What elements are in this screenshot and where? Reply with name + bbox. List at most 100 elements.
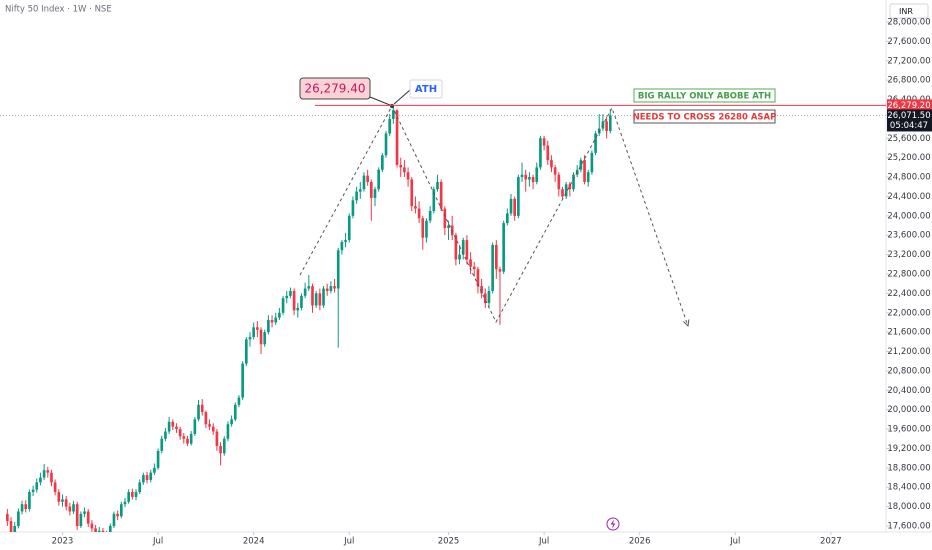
candle-body [388, 118, 392, 134]
candle-body [314, 293, 318, 306]
x-tick-label: Jul [538, 537, 549, 547]
candle-body [333, 286, 336, 289]
candle-body [244, 339, 248, 364]
candle-body [428, 210, 432, 221]
candle-body [506, 213, 509, 224]
chart-title: Nifty 50 Index · 1W · NSE [5, 5, 112, 15]
candle-body [248, 336, 252, 340]
candle-body [373, 189, 377, 198]
candle-body [256, 327, 259, 330]
candle-body [553, 167, 557, 175]
y-tick-label: 21,200.00 [887, 347, 930, 357]
candle-body [564, 184, 568, 197]
candle-body [528, 177, 531, 180]
candle-body [296, 307, 300, 311]
candle-body [123, 501, 127, 505]
candle-body [68, 506, 72, 512]
candle-body [149, 472, 153, 480]
candle-body [465, 240, 469, 260]
last-price-badge [887, 109, 932, 132]
candle-body [270, 320, 274, 323]
currency[interactable]: INR [899, 7, 913, 16]
candle-body [351, 200, 355, 216]
candle-body [447, 225, 450, 228]
candle-body [138, 482, 142, 493]
candle-body [263, 332, 267, 345]
last-price-label: 26,071.50 [887, 111, 930, 121]
y-tick-label: 18,800.00 [887, 463, 930, 473]
y-tick-label: 17,600.00 [887, 521, 930, 531]
candle-body [219, 446, 222, 454]
candle-body [358, 189, 362, 192]
candle-body [211, 426, 215, 432]
candle-body [9, 521, 13, 532]
candle-body [469, 259, 472, 267]
candle-body [281, 298, 285, 313]
candle-body [292, 290, 296, 311]
candle-body [241, 363, 244, 398]
candle-body [322, 288, 325, 306]
y-tick-label: 20,000.00 [887, 405, 930, 415]
candle-body [153, 467, 156, 473]
candle-body [204, 412, 208, 425]
candle-body [31, 489, 35, 493]
candle-body [436, 181, 439, 190]
currency-box[interactable] [889, 3, 929, 19]
candle-body [439, 181, 443, 209]
candle-body [520, 174, 524, 178]
note-box [633, 88, 776, 103]
candle-body [222, 438, 226, 454]
candle-body [392, 110, 395, 119]
candle-body [46, 470, 50, 473]
candle-body [101, 530, 105, 532]
candle-body [61, 499, 64, 502]
candle-body [278, 312, 281, 318]
x-tick-label: 2025 [438, 537, 460, 547]
y-tick-label: 20,400.00 [887, 386, 930, 396]
candle-body [476, 269, 480, 287]
candle-body [215, 431, 219, 447]
candle-body [494, 244, 498, 270]
candle-body [156, 450, 160, 468]
y-tick-label: 23,600.00 [887, 231, 930, 241]
y-tick-label: 23,200.00 [887, 250, 930, 260]
candle-body [531, 177, 535, 182]
candle-body [39, 477, 42, 483]
candle-body [142, 475, 145, 483]
candle-body [502, 223, 505, 272]
candle-body [355, 191, 358, 201]
candle-body [289, 290, 292, 296]
candle-body [97, 530, 101, 532]
y-tick-label: 22,000.00 [887, 308, 930, 318]
candle-body [318, 293, 322, 306]
candle-body [524, 174, 528, 180]
candle-body [28, 492, 31, 510]
candle-body [395, 110, 399, 165]
candle-body [175, 426, 178, 430]
candle-body [86, 511, 90, 524]
y-tick-label: 28,000.00 [887, 18, 930, 28]
candle-body [230, 419, 233, 425]
candle-body [472, 266, 476, 270]
candle-body [64, 499, 68, 507]
y-tick-label: 27,200.00 [887, 56, 930, 66]
candle-body [458, 254, 461, 260]
candle-body [307, 286, 311, 289]
ath-label-box [409, 79, 443, 99]
candle-body [568, 184, 572, 190]
candle-body [72, 504, 75, 512]
x-tick-label: Jul [729, 537, 740, 547]
note-text: BIG RALLY ONLY ABOBE ATH [638, 92, 771, 102]
candle-body [480, 286, 483, 294]
candle-body [517, 177, 520, 216]
candle-body [285, 295, 289, 299]
candle-body [237, 397, 241, 405]
candle-body [377, 169, 380, 190]
candle-body [303, 288, 307, 296]
candle-body [6, 513, 9, 522]
candle-body [178, 429, 182, 437]
candle-body [197, 404, 200, 420]
candle-body [186, 438, 189, 444]
candle-body [35, 482, 39, 490]
